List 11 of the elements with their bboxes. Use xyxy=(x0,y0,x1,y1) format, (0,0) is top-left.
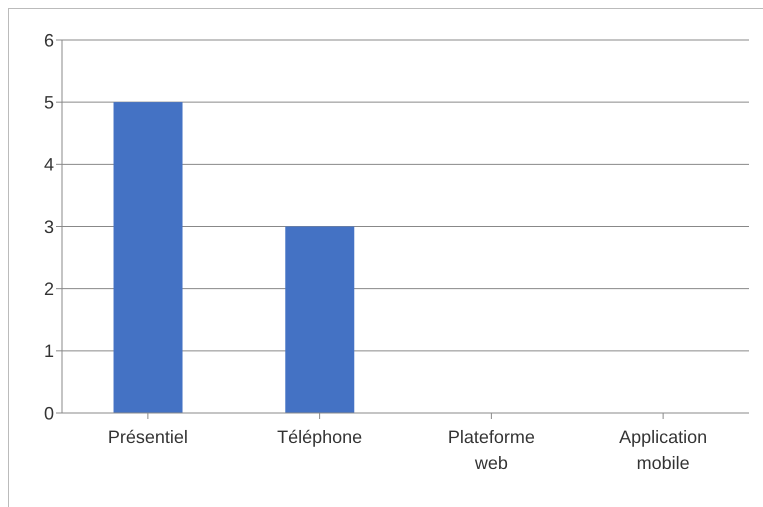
y-tick-label: 6 xyxy=(44,30,54,50)
x-tick-label: Présentiel xyxy=(108,427,188,447)
y-tick-label: 3 xyxy=(44,216,54,237)
y-tick-label: 4 xyxy=(44,154,54,175)
y-tick-label: 1 xyxy=(44,341,54,362)
y-tick-label: 5 xyxy=(44,92,54,113)
x-tick-label: Application mobile xyxy=(619,427,708,473)
x-tick-label: Plateforme web xyxy=(448,427,535,473)
y-tick-label: 2 xyxy=(44,279,54,300)
x-tick-label: Téléphone xyxy=(277,427,362,447)
y-tick-label: 0 xyxy=(44,403,54,424)
